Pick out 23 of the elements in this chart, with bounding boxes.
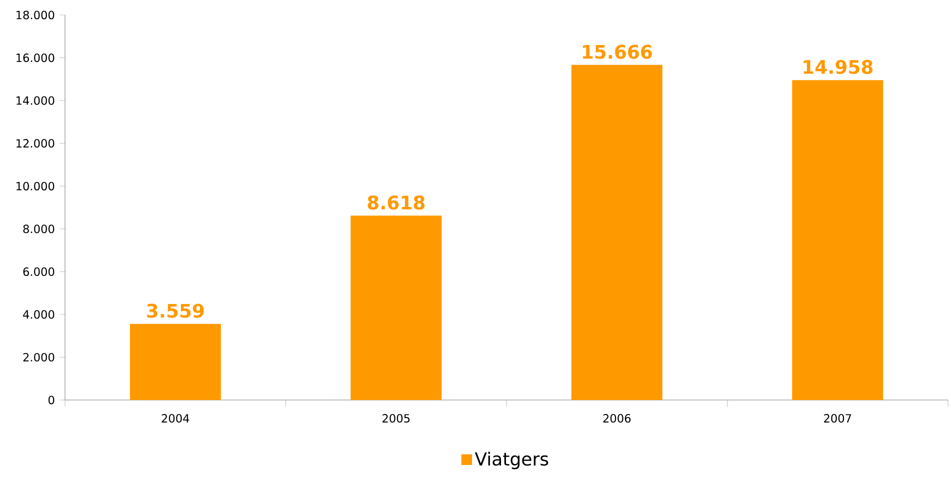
x-tick-label: 2004	[162, 414, 190, 423]
text: 14.958	[804, 60, 873, 74]
x-tick-label: 2006	[603, 414, 631, 423]
bar	[792, 80, 884, 400]
x-tick-label: 2007	[824, 414, 852, 423]
y-tick-label: 4.000	[23, 310, 54, 319]
y-tick-label: 0	[48, 396, 54, 404]
y-tick-label: 6.000	[23, 267, 54, 276]
bar	[571, 64, 662, 400]
y-tick-label: 12.000	[16, 139, 54, 148]
bar	[130, 324, 221, 400]
text: 3.559	[147, 304, 204, 318]
text: 8.618	[368, 196, 425, 210]
y-tick-label: 10.000	[16, 182, 54, 190]
legend-label: Viatgers	[474, 452, 548, 470]
y-tick-label: 14.000	[16, 96, 54, 105]
y-tick-label: 16.000	[16, 54, 54, 62]
y-tick-label: 2.000	[23, 352, 54, 362]
text: 15.666	[582, 44, 652, 59]
y-tick-label: 8.000	[23, 224, 54, 234]
x-tick-label: 2005	[382, 414, 410, 423]
bar	[350, 216, 442, 400]
y-tick-label: 18.000	[16, 10, 54, 20]
